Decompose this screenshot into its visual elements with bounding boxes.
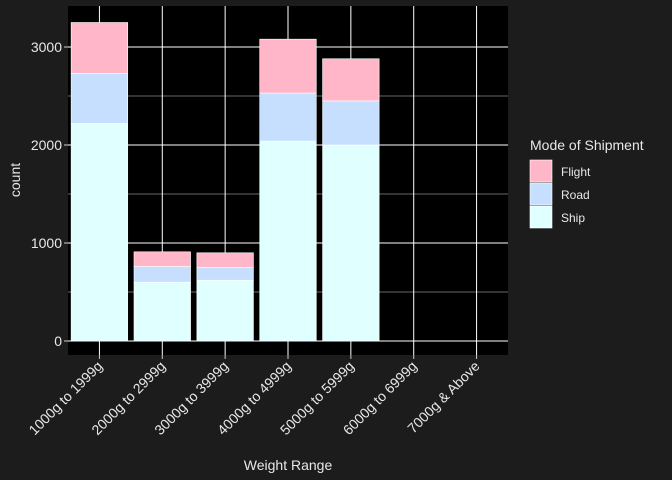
legend-label-flight: Flight: [561, 165, 591, 179]
bar-road-1: [133, 266, 191, 283]
legend-label-ship: Ship: [561, 211, 585, 225]
legend-label-road: Road: [561, 188, 590, 202]
bar-flight-4: [322, 58, 380, 102]
bar-road-0: [70, 73, 129, 124]
y-tick-label: 0: [54, 333, 62, 349]
legend: Mode of Shipment Flight Road Ship: [529, 137, 644, 229]
bar-road-2: [196, 267, 254, 281]
bar-flight-0: [70, 22, 129, 74]
y-axis-title: count: [7, 163, 23, 197]
legend-title: Mode of Shipment: [530, 137, 644, 153]
y-tick-label: 3000: [31, 39, 62, 55]
bar-flight-3: [259, 38, 317, 94]
y-tick-label: 2000: [31, 137, 62, 153]
bar-road-3: [259, 92, 317, 142]
bar-ship-0: [70, 123, 129, 342]
bar-ship-1: [133, 281, 191, 342]
bars: [70, 22, 380, 342]
bar-flight-1: [133, 251, 191, 267]
y-tick-label: 1000: [31, 235, 62, 251]
legend-key-flight: [529, 159, 553, 183]
bar-ship-3: [259, 140, 317, 342]
legend-key-ship: [529, 205, 553, 229]
y-axis: 0 1000 2000 3000: [31, 39, 68, 349]
bar-ship-2: [196, 279, 254, 342]
legend-key-road: [529, 182, 553, 206]
x-axis-title: Weight Range: [244, 457, 333, 473]
bar-flight-2: [196, 252, 254, 268]
bar-ship-4: [322, 144, 380, 342]
bar-road-4: [322, 100, 380, 146]
